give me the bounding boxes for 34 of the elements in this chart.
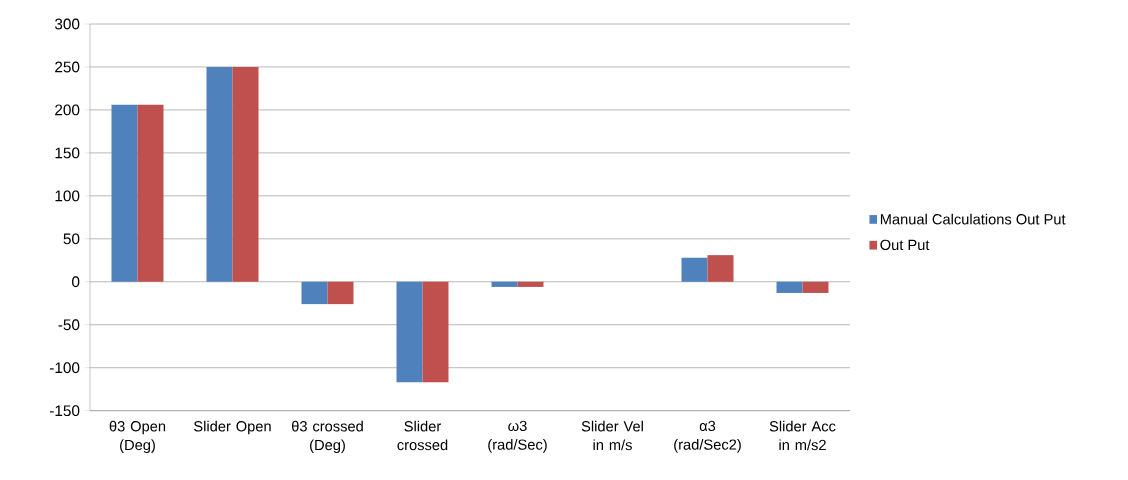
legend-label: Manual Calculations Out Put (880, 213, 1066, 225)
y-tick-label: -150 (49, 405, 80, 417)
y-tick-label: 200 (55, 104, 80, 116)
x-tick-label: Slider crossed (397, 420, 448, 451)
bar (137, 104, 164, 282)
y-tick-label: -100 (49, 362, 80, 374)
x-tick-label: Slider Acc in m/s2 (769, 420, 836, 451)
legend-label: Out Put (880, 239, 930, 251)
bar (776, 281, 803, 293)
y-tick-label: 250 (55, 61, 80, 73)
bar (327, 281, 354, 305)
x-tick-label: Slider Open (194, 420, 271, 435)
bar (422, 281, 449, 383)
bar (232, 66, 259, 282)
x-tick-label: θ3 Open (Deg) (109, 420, 166, 454)
bar (802, 281, 829, 293)
bar (517, 281, 544, 287)
y-tick-label: 50 (63, 233, 80, 245)
x-tick-label: Slider Vel in m/s (581, 420, 643, 451)
bar (111, 104, 138, 282)
y-tick-label: 100 (55, 190, 80, 202)
y-tick-label: 0 (72, 276, 80, 288)
y-tick-label: 150 (55, 147, 80, 159)
x-tick-label: θ3 crossed (Deg) (291, 420, 363, 454)
y-tick-label: -50 (58, 319, 80, 331)
bar (396, 281, 423, 383)
bar (491, 281, 518, 287)
bar (301, 281, 328, 305)
x-tick-label: ω3 (rad/Sec) (488, 420, 547, 453)
x-tick-label: α3 (rad/Sec2) (674, 420, 741, 453)
y-tick-label: 300 (54, 18, 80, 30)
bar (707, 255, 734, 282)
bar (206, 66, 233, 282)
bar (681, 257, 708, 282)
